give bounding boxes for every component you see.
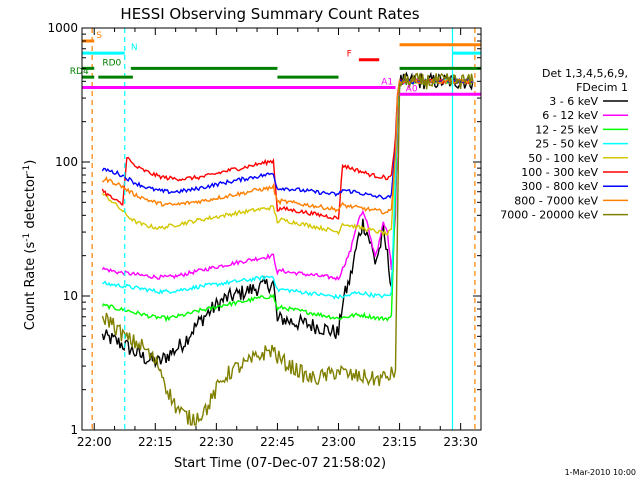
y-axis-label: Count Rate (s-1 detector-1): [22, 160, 38, 331]
plot-area: S N RD0 RD4 F A1 A0 22:00 22:15 22:30 22:45 23:00 23…: [47, 21, 482, 449]
x-tick-label-6: 23:15: [382, 435, 417, 449]
y-tick-label-4: 1000: [47, 21, 78, 35]
x-tick-label-7: 23:30: [443, 435, 478, 449]
legend-label-2: 6 - 12 keV: [542, 109, 598, 122]
flag-label-1: S: [96, 31, 102, 41]
data-layer: [101, 71, 474, 426]
legend-header-2: FDecim 1: [576, 81, 628, 94]
flag-label-2: N: [131, 43, 138, 53]
legend-label-6: 100 - 300 keV: [521, 166, 598, 179]
x-axis-label: Start Time (07-Dec-07 21:58:02): [174, 456, 386, 471]
x-tick-label-1: 22:00: [77, 435, 112, 449]
legend-header-1: Det 1,3,4,5,6,9,: [542, 67, 628, 80]
legend-label-5: 50 - 100 keV: [528, 152, 598, 165]
x-tick-label-2: 22:15: [138, 435, 173, 449]
x-tick-label-4: 22:45: [260, 435, 295, 449]
series-line-9: [101, 72, 474, 426]
legend-label-4: 25 - 50 keV: [535, 138, 598, 151]
chart-title: HESSI Observing Summary Count Rates: [120, 5, 419, 23]
footer-timestamp: 1-Mar-2010 10:00: [565, 468, 636, 477]
flag-label-3: RD0: [102, 58, 121, 68]
flag-label-6: A1: [381, 77, 393, 87]
legend-label-8: 800 - 7000 keV: [514, 194, 598, 207]
flag-label-7: A0: [406, 84, 418, 94]
y-tick-label-2: 10: [63, 289, 78, 303]
legend-label-7: 300 - 800 keV: [521, 180, 598, 193]
plot-frame: [81, 27, 482, 431]
legend-label-3: 12 - 25 keV: [535, 123, 598, 136]
legend-label-9: 7000 - 20000 keV: [500, 209, 598, 222]
flag-label-5: F: [347, 50, 352, 60]
flag-label-4: RD4: [70, 67, 89, 77]
y-tick-label-1: 1: [70, 423, 78, 437]
legend-label-1: 3 - 6 keV: [549, 95, 598, 108]
x-tick-label-3: 22:30: [199, 435, 234, 449]
y-tick-label-3: 100: [55, 155, 78, 169]
series-line-1: [101, 71, 474, 369]
x-tick-label-5: 23:00: [321, 435, 356, 449]
